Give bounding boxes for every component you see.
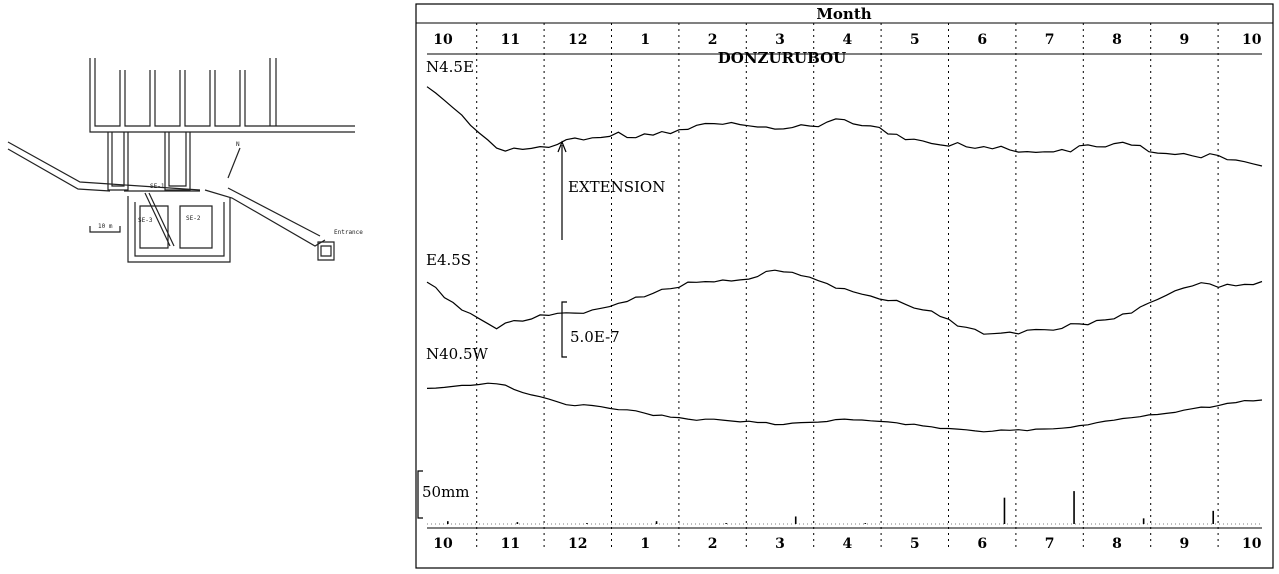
precipitation-bar — [1073, 491, 1075, 524]
x-tick-label-top: 9 — [1180, 32, 1190, 48]
se2-label: SE-2 — [186, 215, 201, 222]
chart-frame — [415, 3, 1274, 569]
x-tick-label-top: 7 — [1045, 32, 1055, 48]
precipitation-bar — [1142, 518, 1145, 524]
se1-label: SE-1 — [150, 183, 165, 190]
series-line — [426, 269, 1263, 335]
precipitation-bar — [725, 523, 727, 524]
x-tick-label-top: 6 — [977, 32, 987, 48]
strain-scale-label: 5.0E-7 — [570, 328, 620, 346]
x-tick-label-top: 5 — [910, 32, 920, 48]
x-tick-label-bottom: 4 — [843, 536, 853, 552]
x-tick-label-bottom: 10 — [433, 536, 453, 552]
x-tick-label-bottom: 3 — [775, 536, 785, 552]
x-tick-label-bottom: 1 — [640, 536, 650, 552]
strain-scale-bracket — [561, 301, 567, 358]
x-tick-label-bottom: 2 — [708, 536, 718, 552]
x-tick-label-top: 3 — [775, 32, 785, 48]
north-label: N — [236, 141, 240, 148]
precipitation-bar — [1212, 510, 1215, 524]
precipitation-bar — [864, 523, 867, 524]
precipitation-bar — [516, 522, 519, 524]
entrance-label: Entrance — [334, 229, 363, 236]
extension-label: EXTENSION — [568, 178, 665, 196]
series-label: N4.5E — [426, 58, 474, 76]
x-tick-label-top: 10 — [433, 32, 453, 48]
precipitation-bar — [586, 523, 588, 524]
chart-title: DONZURUBOU — [718, 49, 846, 67]
x-tick-label-bottom: 5 — [910, 536, 920, 552]
x-tick-label-top: 4 — [843, 32, 853, 48]
x-tick-label-top: 12 — [568, 32, 587, 48]
extension-arrowhead — [557, 140, 567, 153]
strain-chart: Month DONZURUBOU 10101111121211223344556… — [415, 3, 1274, 569]
x-tick-label-top: 10 — [1242, 32, 1262, 48]
series-label: N40.5W — [426, 345, 489, 363]
x-axis-title: Month — [816, 5, 871, 23]
x-tick-label-top: 11 — [501, 32, 520, 48]
series-label: E4.5S — [426, 251, 471, 269]
rain-scale-bracket — [417, 470, 423, 519]
rain-scale-label: 50mm — [422, 483, 470, 501]
x-tick-label-bottom: 6 — [977, 536, 987, 552]
series-line — [426, 382, 1263, 433]
se3-label: SE-3 — [138, 217, 153, 224]
x-tick-label-bottom: 7 — [1045, 536, 1055, 552]
x-tick-label-top: 1 — [640, 32, 650, 48]
x-tick-label-bottom: 8 — [1112, 536, 1122, 552]
tunnel-map: SE-1 SE-2 SE-3 Entrance N 10 m — [7, 58, 363, 263]
x-tick-label-bottom: 9 — [1180, 536, 1190, 552]
scale-label: 10 m — [98, 223, 113, 230]
x-tick-label-bottom: 11 — [501, 536, 520, 552]
precipitation-bar — [1003, 497, 1006, 524]
series-line — [426, 86, 1263, 167]
precipitation-bar — [794, 516, 797, 524]
precipitation-bar — [655, 521, 658, 524]
x-tick-label-top: 2 — [708, 32, 718, 48]
x-tick-label-bottom: 12 — [568, 536, 587, 552]
x-tick-label-top: 8 — [1112, 32, 1122, 48]
x-tick-label-bottom: 10 — [1242, 536, 1262, 552]
precipitation-bar — [447, 521, 449, 524]
